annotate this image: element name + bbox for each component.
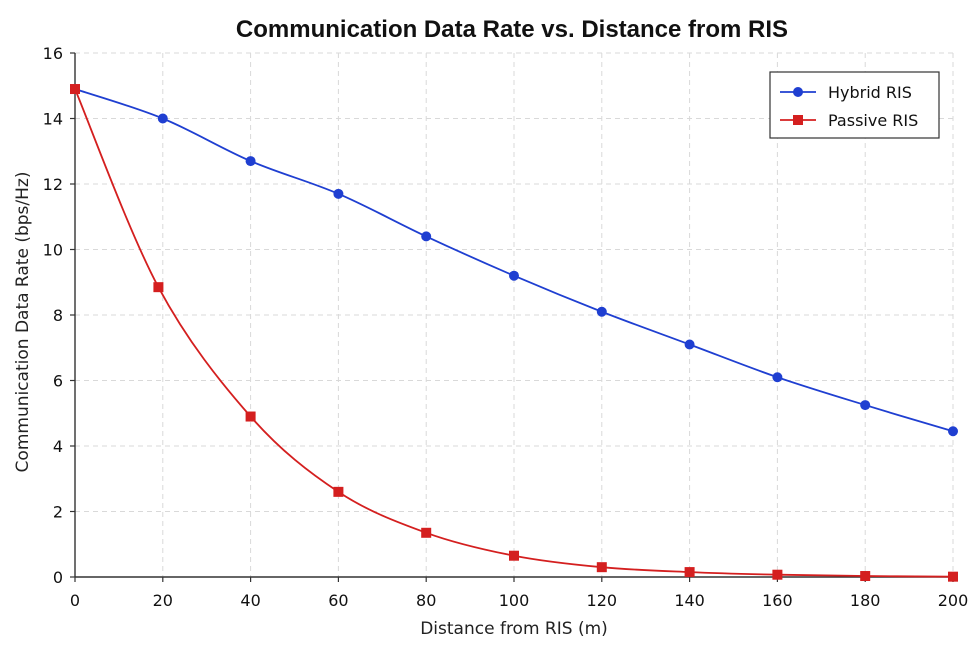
- y-tick-label: 0: [53, 568, 63, 587]
- x-tick-label: 180: [850, 591, 881, 610]
- y-tick-label: 10: [43, 241, 63, 260]
- x-tick-label: 200: [938, 591, 969, 610]
- legend: Hybrid RIS Passive RIS: [769, 71, 940, 139]
- data-point: [70, 84, 80, 95]
- chart-title: Communication Data Rate vs. Distance fro…: [236, 16, 788, 43]
- data-point: [596, 562, 607, 573]
- x-tick-label: 140: [674, 591, 705, 610]
- data-point: [509, 550, 519, 561]
- y-axis-label: Communication Data Rate (bps/Hz): [13, 172, 33, 473]
- y-tick-label: 2: [53, 503, 63, 522]
- data-point: [860, 400, 871, 411]
- x-tick-label: 60: [328, 591, 348, 610]
- data-point: [684, 339, 695, 350]
- y-tick-label: 12: [43, 175, 63, 194]
- legend-marker: [793, 115, 803, 125]
- legend-entry: Hybrid RIS: [780, 83, 912, 102]
- data-point: [157, 113, 168, 124]
- data-point: [860, 571, 871, 582]
- x-axis-label: Distance from RIS (m): [420, 619, 608, 639]
- data-point: [509, 270, 519, 281]
- x-tick-label: 40: [240, 591, 260, 610]
- y-tick-label: 14: [43, 110, 63, 129]
- data-point: [245, 411, 256, 422]
- data-point: [153, 282, 164, 293]
- data-point: [596, 306, 607, 317]
- x-tick-label: 160: [762, 591, 793, 610]
- x-tick-label: 100: [499, 591, 530, 610]
- data-point: [421, 527, 432, 538]
- data-point: [684, 567, 695, 578]
- data-point: [948, 571, 958, 582]
- y-tick-label: 16: [43, 44, 63, 63]
- series-circle-group: [70, 84, 958, 437]
- series-line: [74, 88, 954, 578]
- data-point: [772, 372, 783, 383]
- x-tick-label: 20: [153, 591, 173, 610]
- legend-marker: [793, 87, 803, 97]
- data-point: [245, 156, 256, 167]
- y-tick-label: 4: [53, 437, 63, 456]
- data-point: [421, 231, 432, 242]
- series-layer: [70, 84, 958, 582]
- data-point: [772, 569, 783, 580]
- y-tick-label: 6: [53, 372, 63, 391]
- x-tick-label: 0: [70, 591, 80, 610]
- legend-box: [769, 71, 940, 139]
- legend-entry: Passive RIS: [780, 111, 918, 130]
- data-point: [948, 426, 958, 437]
- series-square-group: [70, 84, 958, 582]
- y-tick-label: 8: [53, 306, 63, 325]
- x-tick-label: 120: [587, 591, 618, 610]
- data-point: [333, 188, 344, 199]
- legend-label: Hybrid RIS: [828, 83, 912, 102]
- axes: 0 20 40 60 80 100 120 140 160 180 200 0 2 4 6 8 10 12 14 16: [43, 44, 969, 610]
- legend-label: Passive RIS: [828, 111, 918, 130]
- data-point: [333, 486, 344, 497]
- x-tick-label: 80: [416, 591, 436, 610]
